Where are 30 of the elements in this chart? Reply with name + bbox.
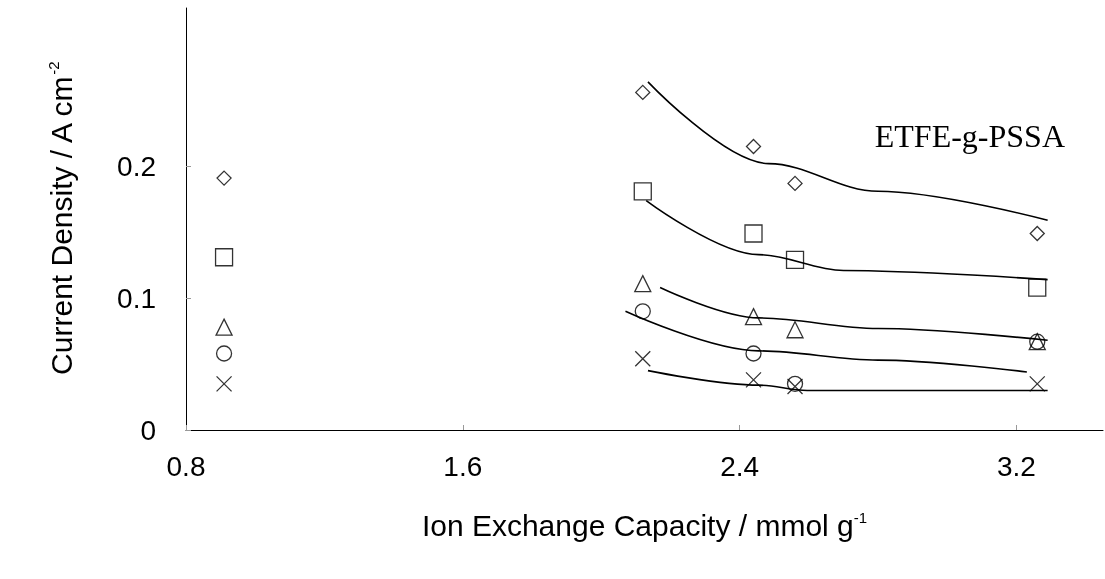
y-tick-label: 0.1 [117, 282, 156, 314]
point [633, 182, 652, 201]
point [216, 170, 232, 186]
point [1029, 375, 1046, 392]
x-tick-label: 2.4 [720, 450, 760, 482]
point [215, 375, 233, 392]
point [1029, 225, 1045, 242]
point [214, 248, 234, 267]
x-tick-label: 0.8 [166, 450, 206, 482]
y-tick-label: 0.2 [117, 150, 156, 182]
point [744, 307, 763, 326]
y-axis-title: Current Density / A cm-2 [44, 61, 78, 375]
x-tick-label: 1.6 [443, 450, 483, 482]
point [745, 371, 762, 389]
annotation: ETFE-g-PSSA [874, 118, 1065, 154]
point [745, 345, 762, 362]
point [634, 274, 652, 293]
point [1028, 278, 1047, 297]
point [215, 318, 233, 336]
point [785, 250, 805, 270]
point [787, 175, 803, 192]
y-tick-label: 0 [140, 414, 156, 446]
point [215, 345, 233, 362]
point [634, 350, 651, 367]
point [744, 224, 763, 243]
point [635, 84, 651, 101]
x-tick-label: 3.2 [997, 450, 1036, 482]
point [634, 303, 651, 320]
point [786, 321, 804, 339]
point [745, 138, 762, 155]
